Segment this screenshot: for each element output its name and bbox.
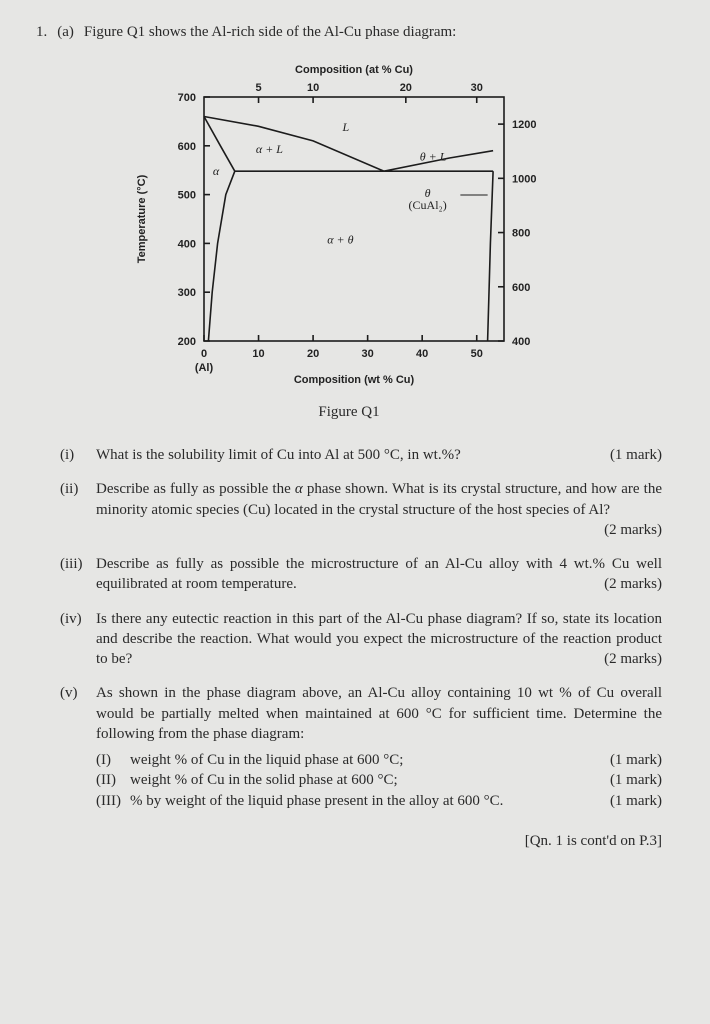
svg-text:(CuAl₂): (CuAl₂) <box>409 198 447 212</box>
figure-caption: Figure Q1 <box>36 404 662 421</box>
sub-list-marks: (1 mark) <box>610 770 662 790</box>
subpart-list: (i)What is the solubility limit of Cu in… <box>36 445 662 811</box>
phase-diagram: 200 300 400 500 600 700 400 600 800 1000 1200 0 10 20… <box>129 51 569 396</box>
svg-text:1200: 1200 <box>512 119 536 131</box>
sub-list-text: weight % of Cu in the solid phase at 600… <box>130 770 662 790</box>
svg-text:30: 30 <box>362 348 374 360</box>
subpart: (v)As shown in the phase diagram above, … <box>60 683 662 811</box>
question-intro: Figure Q1 shows the Al-rich side of the … <box>84 24 456 41</box>
svg-text:5: 5 <box>255 82 261 94</box>
subpart-body: Is there any eutectic reaction in this p… <box>96 609 662 670</box>
sub-list-marks: (1 mark) <box>610 791 662 811</box>
svg-text:400: 400 <box>512 336 530 348</box>
sub-list-number: (III) <box>96 791 130 811</box>
svg-text:10: 10 <box>252 348 264 360</box>
subpart-number: (iii) <box>60 554 96 595</box>
page: 1. (a) Figure Q1 shows the Al-rich side … <box>0 0 710 1024</box>
sub-list: (I)weight % of Cu in the liquid phase at… <box>96 750 662 811</box>
subpart: (i)What is the solubility limit of Cu in… <box>60 445 662 465</box>
svg-text:20: 20 <box>307 348 319 360</box>
svg-text:600: 600 <box>512 282 530 294</box>
subpart-number: (iv) <box>60 609 96 670</box>
subpart-number: (ii) <box>60 479 96 540</box>
svg-text:α: α <box>213 164 220 178</box>
svg-text:α + θ: α + θ <box>327 232 353 246</box>
continuation-note: [Qn. 1 is cont'd on P.3] <box>36 833 662 850</box>
svg-text:α + L: α + L <box>256 142 283 156</box>
subpart-marks: (2 marks) <box>604 574 662 594</box>
subpart-marks: (1 mark) <box>610 445 662 465</box>
question-number: 1. <box>36 24 47 41</box>
svg-text:10: 10 <box>307 82 319 94</box>
sub-list-row: (I)weight % of Cu in the liquid phase at… <box>96 750 662 770</box>
svg-text:(Al): (Al) <box>195 362 214 374</box>
subpart-number: (i) <box>60 445 96 465</box>
svg-text:30: 30 <box>471 82 483 94</box>
sub-list-number: (I) <box>96 750 130 770</box>
question-header: 1. (a) Figure Q1 shows the Al-rich side … <box>36 24 662 41</box>
svg-text:θ + L: θ + L <box>420 149 447 163</box>
svg-text:1000: 1000 <box>512 173 536 185</box>
subpart-marks: (2 marks) <box>604 649 662 669</box>
subpart-body: Describe as fully as possible the α phas… <box>96 479 662 540</box>
subpart: (iii)Describe as fully as possible the m… <box>60 554 662 595</box>
svg-text:Temperature (°C): Temperature (°C) <box>136 174 148 263</box>
svg-text:300: 300 <box>178 287 196 299</box>
subpart-body: What is the solubility limit of Cu into … <box>96 445 662 465</box>
svg-text:200: 200 <box>178 336 196 348</box>
subpart: (ii)Describe as fully as possible the α … <box>60 479 662 540</box>
sub-list-row: (III)% by weight of the liquid phase pre… <box>96 791 662 811</box>
svg-text:800: 800 <box>512 228 530 240</box>
subpart: (iv)Is there any eutectic reaction in th… <box>60 609 662 670</box>
svg-text:50: 50 <box>471 348 483 360</box>
svg-text:700: 700 <box>178 92 196 104</box>
sub-list-text: % by weight of the liquid phase present … <box>130 791 662 811</box>
svg-text:500: 500 <box>178 190 196 202</box>
subpart-body: Describe as fully as possible the micros… <box>96 554 662 595</box>
subpart-number: (v) <box>60 683 96 811</box>
subpart-body: As shown in the phase diagram above, an … <box>96 683 662 811</box>
svg-text:0: 0 <box>201 348 207 360</box>
sub-list-number: (II) <box>96 770 130 790</box>
svg-text:40: 40 <box>416 348 428 360</box>
svg-text:Composition (at % Cu): Composition (at % Cu) <box>295 64 413 76</box>
svg-text:L: L <box>341 120 349 134</box>
svg-text:20: 20 <box>400 82 412 94</box>
svg-text:600: 600 <box>178 141 196 153</box>
sub-list-row: (II)weight % of Cu in the solid phase at… <box>96 770 662 790</box>
svg-text:Composition (wt % Cu): Composition (wt % Cu) <box>294 374 415 386</box>
question-part: (a) <box>57 24 74 41</box>
sub-list-marks: (1 mark) <box>610 750 662 770</box>
phase-diagram-svg: 200 300 400 500 600 700 400 600 800 1000 1200 0 10 20… <box>129 51 569 391</box>
sub-list-text: weight % of Cu in the liquid phase at 60… <box>130 750 662 770</box>
svg-text:400: 400 <box>178 238 196 250</box>
subpart-marks: (2 marks) <box>604 520 662 540</box>
